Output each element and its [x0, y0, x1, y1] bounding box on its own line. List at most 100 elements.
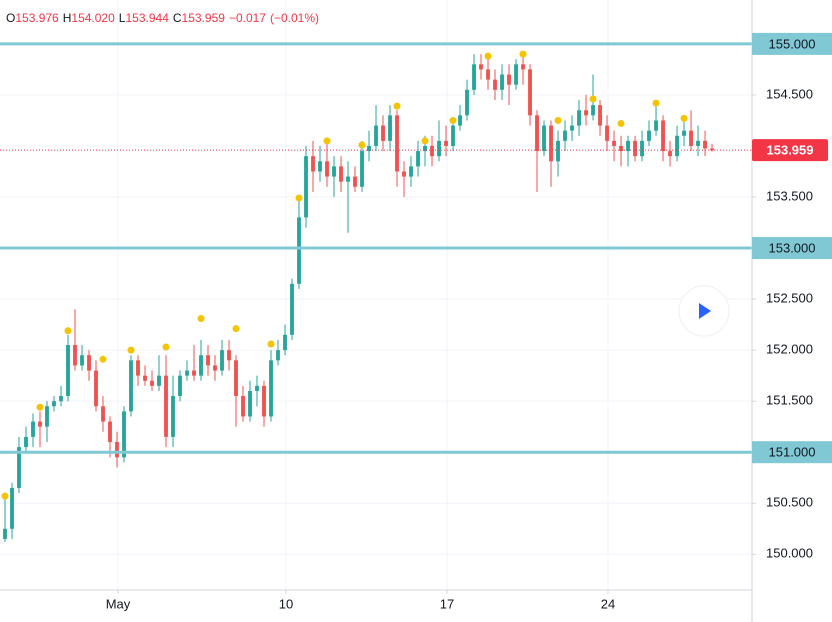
marker-dot [36, 403, 44, 411]
candle-body [192, 370, 196, 376]
candle-body [297, 217, 301, 284]
candle-body [143, 375, 147, 381]
candle-body [500, 74, 504, 90]
candle-body [31, 421, 35, 437]
candle-body [521, 64, 525, 70]
candle-body [10, 487, 14, 529]
candle-body [486, 69, 490, 80]
marker-dot [519, 50, 527, 58]
candle-body [647, 130, 651, 141]
marker-dot [484, 52, 492, 60]
candle-body [346, 176, 350, 182]
candle-body [353, 176, 357, 187]
level-label: 155.000 [769, 36, 816, 51]
candle-body [556, 140, 560, 162]
grid [0, 0, 752, 590]
candle-body [549, 125, 553, 162]
play-button[interactable] [678, 285, 730, 337]
candle-body [276, 350, 280, 361]
candle-body [290, 283, 294, 335]
candle-body [598, 105, 602, 126]
candle-body [626, 140, 630, 152]
marker-dot [1, 492, 9, 500]
y-tick-label: 150.000 [766, 546, 813, 561]
candle-body [234, 360, 238, 397]
marker-dot [358, 141, 366, 149]
candle-body [367, 145, 371, 152]
candle-body [332, 166, 336, 177]
candle-body [591, 105, 595, 116]
marker-dot [295, 194, 303, 202]
ohlc-item: O153.976 [6, 11, 59, 25]
candle-body [458, 115, 462, 126]
ohlc-key: H [62, 11, 72, 25]
candle-body [381, 125, 385, 141]
candle-body [619, 145, 623, 152]
ohlc-item: L153.944 [119, 11, 169, 25]
candle-body [563, 130, 567, 141]
candle-body [493, 79, 497, 90]
candle-body [122, 411, 126, 458]
candle-body [94, 370, 98, 407]
ohlc-item: H154.020 [63, 11, 115, 25]
candle-body [269, 360, 273, 417]
candle-body [668, 151, 672, 157]
candle-body [703, 140, 707, 149]
candle-body [150, 380, 154, 386]
candle-body [402, 171, 406, 177]
candle-body [416, 151, 420, 167]
x-tick-label: 17 [440, 596, 454, 611]
marker-dot [64, 327, 72, 335]
candle-body [360, 151, 364, 187]
candle-body [514, 64, 518, 85]
candle-body [479, 64, 483, 70]
candle-body [171, 396, 175, 437]
marker-dot [589, 95, 597, 103]
candle-body [101, 406, 105, 422]
candle-body [17, 447, 21, 488]
marker-dot [421, 137, 429, 145]
candle-body [178, 375, 182, 397]
ohlc-value: 153.976 [15, 11, 59, 25]
marker-dot [197, 314, 205, 322]
ohlc-value: −0.017 [228, 11, 266, 25]
candle-body [73, 345, 77, 366]
last-price-label: 153.959 [767, 143, 814, 158]
candle-body [157, 375, 161, 386]
candle-body [136, 360, 140, 376]
candle-body [45, 406, 49, 427]
candle-body [507, 74, 511, 85]
marker-dot [617, 120, 625, 128]
plot [0, 42, 752, 543]
marker-dot [99, 355, 107, 363]
candle-body [255, 385, 259, 391]
candle-body [283, 334, 287, 351]
candle-body [584, 110, 588, 116]
candle-body [528, 69, 532, 116]
ohlc-item: −0.017 [229, 11, 266, 25]
candle-body [374, 125, 378, 146]
level-label-box [752, 441, 832, 464]
candle-body [59, 396, 63, 402]
y-tick-label: 152.000 [766, 342, 813, 357]
candle-body [66, 345, 70, 397]
marker-dot [449, 116, 457, 124]
candle-body [409, 166, 413, 177]
candle-body [220, 350, 224, 371]
marker-dot [554, 116, 562, 124]
ohlc-header: O153.976 H154.020 L153.944 C153.959 −0.017 (−… [6, 11, 323, 25]
x-tick-label: 10 [279, 596, 293, 611]
play-icon[interactable] [699, 303, 711, 319]
candle-body [437, 140, 441, 157]
candle-body [339, 166, 343, 182]
candle-body [661, 120, 665, 152]
level-label: 151.000 [769, 445, 816, 460]
candle-body [52, 401, 56, 407]
candle-body [38, 421, 42, 427]
candle-body [605, 125, 609, 141]
candle-body [241, 396, 245, 417]
candle-body [388, 115, 392, 141]
candle-body [164, 375, 168, 437]
